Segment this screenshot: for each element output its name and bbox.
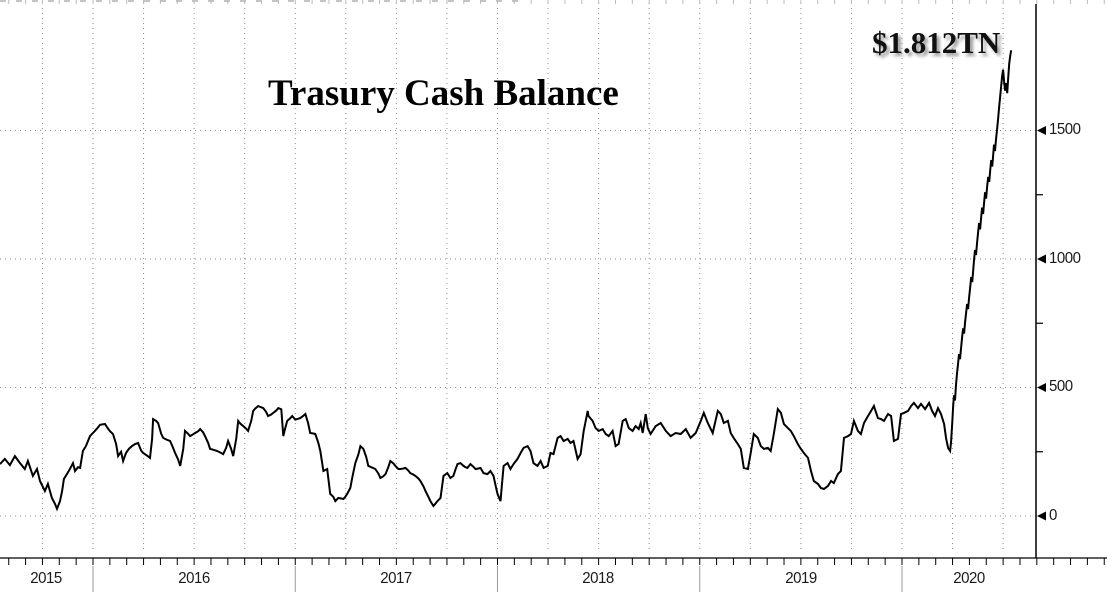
- x-tick-label-2015: 2015: [30, 570, 62, 587]
- y-tick-arrow-icon: [1037, 511, 1046, 521]
- y-tick-label-500: 500: [1049, 378, 1073, 395]
- x-tick-label-2016: 2016: [178, 570, 210, 587]
- x-tick-label-2019: 2019: [785, 570, 817, 587]
- x-tick-label-2018: 2018: [582, 570, 614, 587]
- y-tick-arrow-icon: [1037, 383, 1046, 392]
- y-tick-label-1500: 1500: [1049, 121, 1081, 138]
- treasury-cash-balance-line: [0, 50, 1013, 512]
- y-tick-arrow-icon: [1037, 254, 1046, 264]
- last-value-annotation: $1.812TN: [872, 25, 1001, 60]
- y-tick-arrow-icon: [1037, 126, 1046, 135]
- x-tick-label-2020: 2020: [953, 570, 985, 587]
- chart-title: Trasury Cash Balance: [268, 73, 619, 114]
- y-tick-label-0: 0: [1049, 507, 1057, 524]
- y-tick-label-1000: 1000: [1049, 250, 1081, 267]
- x-tick-label-2017: 2017: [380, 570, 412, 587]
